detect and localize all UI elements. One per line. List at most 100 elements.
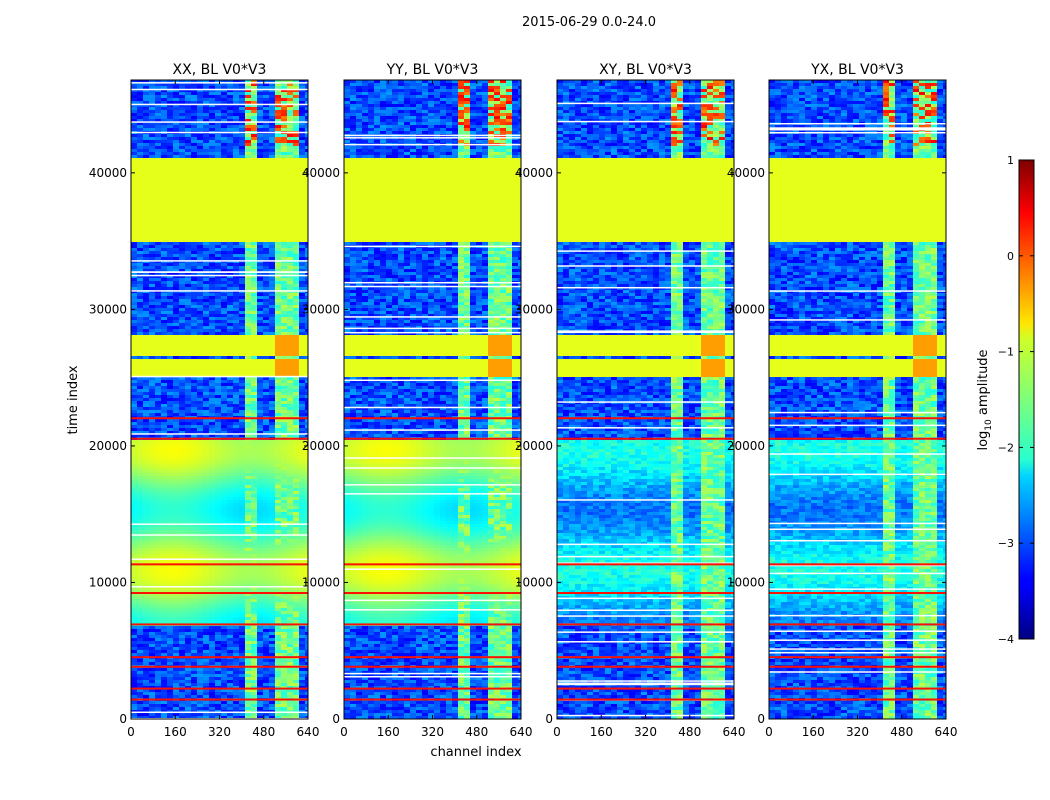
heatmap-cell: [131, 491, 138, 495]
heatmap-cell: [269, 341, 276, 345]
heatmap-cell: [263, 113, 270, 117]
heatmap-cell: [263, 497, 270, 501]
heatmap-cell: [167, 122, 174, 126]
heatmap-cell: [233, 236, 240, 240]
heatmap-cell: [173, 260, 180, 264]
heatmap-cell: [185, 155, 192, 159]
heatmap-cell: [173, 530, 180, 534]
heatmap-cell: [161, 389, 168, 393]
heatmap-cell: [221, 137, 228, 141]
heatmap-cell: [275, 218, 282, 222]
heatmap-cell: [161, 422, 168, 426]
heatmap-cell: [209, 509, 216, 513]
heatmap-cell: [257, 536, 264, 540]
heatmap-cell: [215, 371, 222, 375]
heatmap-cell: [269, 161, 276, 165]
heatmap-cell: [299, 410, 306, 414]
heatmap-cell: [221, 98, 228, 102]
heatmap-cell: [173, 317, 180, 321]
heatmap-cell: [155, 140, 162, 144]
heatmap-cell: [221, 404, 228, 408]
heatmap-cell: [185, 569, 192, 573]
heatmap-cell: [173, 149, 180, 153]
heatmap-cell: [203, 290, 210, 294]
heatmap-cell: [263, 281, 270, 285]
heatmap-cell: [197, 197, 204, 201]
heatmap-cell: [269, 296, 276, 300]
heatmap-cell: [263, 272, 270, 276]
heatmap-cell: [137, 524, 144, 528]
heatmap-cell: [149, 401, 156, 405]
heatmap-cell: [293, 95, 300, 99]
heatmap-cell: [167, 167, 174, 171]
heatmap-cell: [251, 311, 258, 315]
heatmap-cell: [215, 263, 222, 267]
heatmap-cell: [275, 215, 282, 219]
heatmap-cell: [143, 209, 150, 213]
heatmap-cell: [293, 218, 300, 222]
heatmap-cell: [227, 518, 234, 522]
heatmap-cell: [173, 362, 180, 366]
heatmap-cell: [239, 257, 246, 261]
heatmap-cell: [173, 92, 180, 96]
heatmap-cell: [215, 449, 222, 453]
heatmap-cell: [215, 491, 222, 495]
heatmap-cell: [227, 230, 234, 234]
heatmap-cell: [197, 116, 204, 120]
heatmap-cell: [131, 86, 138, 90]
heatmap-cell: [257, 545, 264, 549]
heatmap-cell: [245, 401, 252, 405]
heatmap-cell: [137, 440, 144, 444]
heatmap-cell: [293, 344, 300, 348]
heatmap-cell: [131, 128, 138, 132]
heatmap-cell: [137, 551, 144, 555]
heatmap-cell: [275, 455, 282, 459]
heatmap-cell: [137, 275, 144, 279]
heatmap-cell: [281, 164, 288, 168]
heatmap-cell: [275, 365, 282, 369]
heatmap-cell: [251, 410, 258, 414]
heatmap-cell: [227, 350, 234, 354]
heatmap-cell: [215, 95, 222, 99]
heatmap-cell: [299, 326, 306, 330]
heatmap-cell: [191, 428, 198, 432]
heatmap-cell: [245, 440, 252, 444]
heatmap-cell: [281, 293, 288, 297]
heatmap-cell: [275, 389, 282, 393]
heatmap-cell: [233, 389, 240, 393]
heatmap-cell: [155, 194, 162, 198]
heatmap-cell: [293, 113, 300, 117]
heatmap-cell: [185, 467, 192, 471]
heatmap-cell: [239, 473, 246, 477]
heatmap-cell: [227, 83, 234, 87]
heatmap-cell: [149, 152, 156, 156]
heatmap-cell: [167, 107, 174, 111]
heatmap-cell: [305, 143, 308, 147]
heatmap-cell: [131, 461, 138, 465]
heatmap-cell: [257, 476, 264, 480]
heatmap-cell: [275, 449, 282, 453]
heatmap-cell: [269, 134, 276, 138]
heatmap-cell: [293, 230, 300, 234]
heatmap-cell: [179, 284, 186, 288]
heatmap-cell: [191, 488, 198, 492]
heatmap-cell: [173, 545, 180, 549]
heatmap-cell: [149, 347, 156, 351]
heatmap-cell: [191, 275, 198, 279]
heatmap-cell: [185, 230, 192, 234]
heatmap-cell: [161, 542, 168, 546]
heatmap-cell: [299, 341, 306, 345]
heatmap-cell: [263, 536, 270, 540]
heatmap-cell: [281, 527, 288, 531]
heatmap-cell: [233, 404, 240, 408]
heatmap-cell: [167, 371, 174, 375]
heatmap-cell: [245, 368, 252, 372]
heatmap-cell: [227, 554, 234, 558]
heatmap-cell: [179, 368, 186, 372]
heatmap-cell: [233, 365, 240, 369]
heatmap-cell: [173, 479, 180, 483]
heatmap-cell: [143, 332, 150, 336]
heatmap-cell: [245, 200, 252, 204]
heatmap-cell: [161, 461, 168, 465]
heatmap-cell: [161, 83, 168, 87]
